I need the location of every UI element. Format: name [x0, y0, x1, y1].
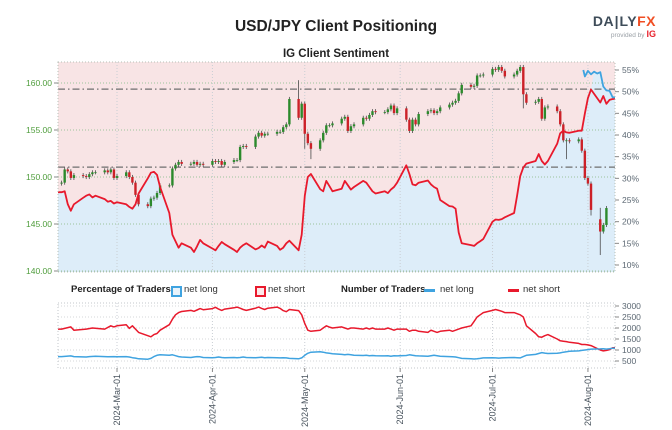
percent-axis-label: 35% [622, 152, 639, 162]
pct-net-short-label: net short [268, 284, 305, 295]
price-axis-label: 160.00 [26, 78, 52, 88]
net-long-area [58, 71, 615, 272]
pct-net-long-label: net long [184, 284, 218, 295]
net-short-pct-line [58, 88, 615, 253]
count-axis-label: 1000 [622, 345, 641, 355]
price-axis-label: 140.00 [26, 266, 52, 276]
date-axis-label: 2024-Apr-01 [207, 374, 217, 424]
count-net-long-swatch-icon [424, 289, 435, 292]
net-short-count-line [58, 306, 615, 352]
price-axis-label: 150.00 [26, 172, 52, 182]
count-axis-label: 2500 [622, 312, 641, 322]
count-net-short-swatch-icon [508, 289, 519, 292]
percent-axis-label: 25% [622, 195, 639, 205]
count-net-short-label: net short [523, 284, 560, 295]
net-long-count-line [58, 347, 615, 360]
count-axis-label: 3000 [622, 301, 641, 311]
provided-by-ig: provided by IG [610, 29, 656, 40]
count-net-long-label: net long [440, 284, 474, 295]
chart-subtitle: IG Client Sentiment [282, 48, 390, 60]
percent-axis-label: 15% [622, 238, 639, 248]
date-axis-label: 2024-Jul-01 [488, 374, 498, 422]
percent-axis-label: 55% [622, 65, 639, 75]
count-axis-label: 500 [622, 356, 636, 366]
percent-axis-label: 10% [622, 260, 639, 270]
pct-net-short-swatch-icon [255, 286, 266, 297]
legend-percentage-group-label: Percentage of Traders [71, 284, 171, 295]
logo-candle-bar-icon: | [614, 13, 619, 29]
pct-net-long-swatch-icon [171, 286, 182, 297]
chart-legend: Percentage of Traders net long net short… [0, 283, 672, 299]
percent-axis-label: 20% [622, 217, 639, 227]
date-axis-label: 2024-May-01 [300, 374, 310, 427]
count-axis-label: 1500 [622, 334, 641, 344]
count-axis-label: 2000 [622, 323, 641, 333]
candles [60, 64, 608, 256]
date-axis-label: 2024-Aug-01 [583, 374, 593, 426]
percent-axis-label: 45% [622, 108, 639, 118]
percent-axis-label: 50% [622, 87, 639, 97]
dailyfx-wordmark: DA|LYFX [592, 13, 656, 29]
main-chart: 160.00 155.00 150.00 145.00 140.00 55% 50% 45% 4… [26, 61, 639, 276]
net-long-pct-line [582, 69, 615, 99]
percent-axis-label: 30% [622, 173, 639, 183]
date-axis-label: 2024-Mar-01 [112, 374, 122, 426]
page-title: USD/JPY Client Positioning [234, 18, 438, 35]
price-axis-label: 155.00 [26, 125, 52, 135]
price-axis-label: 145.00 [26, 219, 52, 229]
percent-axis-label: 40% [622, 130, 639, 140]
legend-number-group-label: Number of Traders [341, 284, 426, 295]
date-axis-label: 2024-Jun-01 [395, 374, 405, 425]
dailyfx-logo[interactable]: DA|LYFX provided by IG [592, 13, 656, 40]
ig-logo: IG [646, 29, 656, 40]
